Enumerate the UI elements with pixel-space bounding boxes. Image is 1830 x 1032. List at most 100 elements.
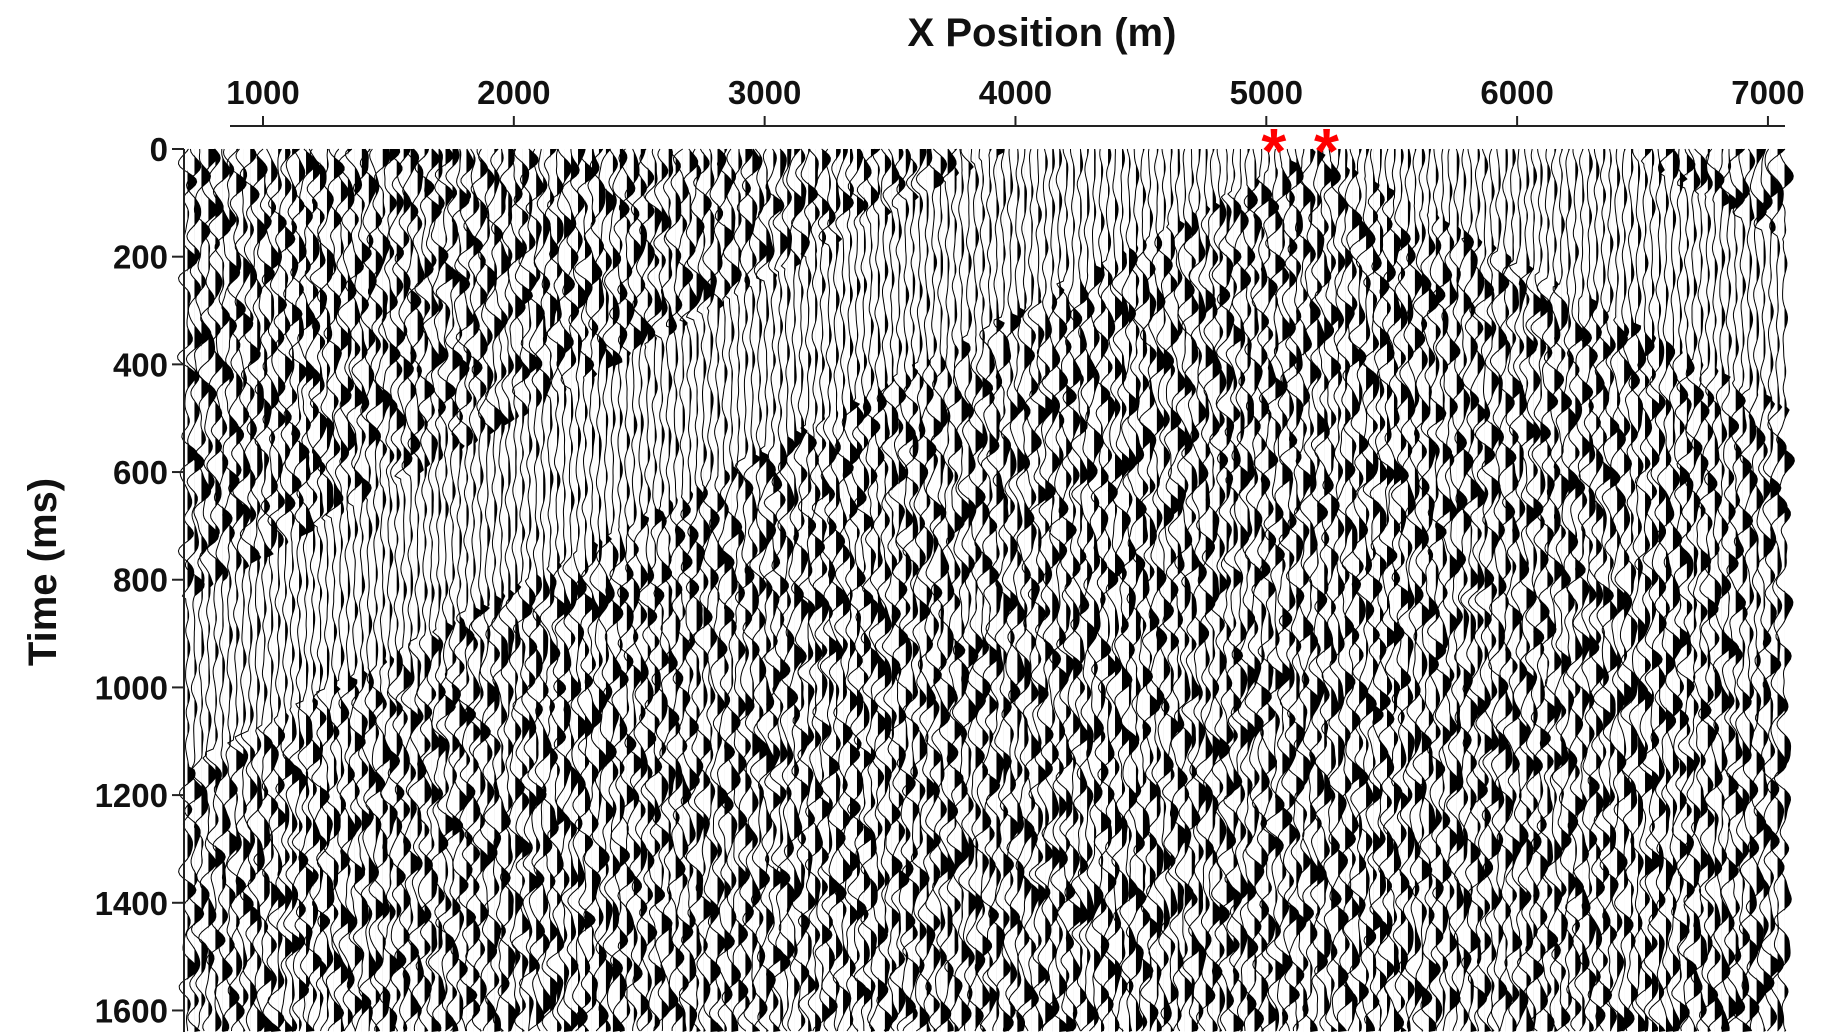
trace	[1216, 148, 1237, 1032]
trace	[783, 148, 805, 1032]
trace	[1139, 148, 1161, 1032]
trace-fill	[975, 149, 986, 1032]
trace-fill	[564, 149, 575, 1032]
trace	[762, 148, 784, 1032]
trace	[288, 148, 310, 1032]
trace	[539, 148, 561, 1032]
trace	[992, 148, 1014, 1032]
trace-fill	[898, 149, 909, 1032]
y-tick-label: 1400	[95, 885, 168, 922]
trace-fill	[926, 149, 937, 1032]
trace-fill	[745, 149, 754, 1032]
trace-fill	[654, 149, 665, 1032]
trace-fill	[1477, 149, 1488, 1032]
trace-fill	[333, 149, 345, 1032]
trace-fill	[543, 149, 553, 1032]
trace	[1369, 148, 1391, 1032]
trace-fill	[326, 149, 335, 1032]
trace-fill	[571, 149, 581, 1032]
trace-fill	[1366, 149, 1377, 1032]
trace-fill	[717, 149, 728, 1032]
trace-fill	[954, 149, 965, 1032]
y-axis-label: Time (ms)	[21, 478, 65, 666]
trace	[881, 148, 903, 1032]
trace	[532, 148, 553, 1032]
trace	[797, 148, 819, 1032]
trace-fill	[522, 149, 533, 1032]
x-tick-label: 5000	[1230, 74, 1303, 111]
trace-fill	[1226, 149, 1236, 1032]
trace-fill	[1115, 149, 1125, 1032]
trace-fill	[1484, 149, 1495, 1032]
trace	[701, 148, 722, 1032]
trace-fill	[215, 149, 226, 1032]
trace-fill	[1749, 149, 1759, 1032]
trace-fill	[675, 149, 686, 1032]
trace	[937, 148, 959, 1032]
trace-fill	[605, 149, 617, 1032]
trace	[811, 148, 833, 1032]
trace	[1055, 148, 1077, 1032]
trace-fill	[473, 149, 483, 1032]
trace	[497, 148, 517, 1032]
trace-fill	[550, 149, 560, 1032]
trace-fill	[1233, 149, 1244, 1032]
trace	[1726, 148, 1747, 1032]
trace	[1362, 148, 1384, 1032]
trace-fill	[1240, 149, 1251, 1032]
trace	[1236, 148, 1259, 1032]
trace-fill	[1777, 149, 1788, 1032]
trace	[1683, 148, 1705, 1032]
trace	[672, 148, 694, 1032]
trace	[511, 148, 534, 1032]
trace	[177, 148, 198, 1032]
trace	[434, 148, 457, 1032]
trace	[414, 148, 435, 1032]
trace-fill	[1247, 149, 1258, 1032]
y-tick-label: 800	[113, 562, 168, 599]
x-tick-label: 4000	[979, 74, 1052, 111]
trace	[1336, 148, 1357, 1032]
trace	[957, 149, 979, 1032]
trace	[999, 148, 1022, 1032]
trace	[546, 148, 568, 1032]
trace-fill	[982, 149, 993, 1032]
trace	[930, 148, 952, 1032]
trace-fill	[1707, 149, 1719, 1032]
trace	[379, 148, 401, 1032]
x-tick-label: 3000	[728, 74, 801, 111]
trace	[1773, 148, 1795, 1032]
trace	[1571, 148, 1594, 1032]
trace-fill	[557, 149, 567, 1032]
trace	[1278, 148, 1300, 1032]
y-tick-label: 1200	[95, 777, 168, 814]
trace-fill	[285, 149, 295, 1032]
trace-fill	[731, 149, 742, 1032]
trace-fill	[1359, 149, 1369, 1032]
trace	[1251, 148, 1273, 1032]
trace	[1467, 148, 1488, 1032]
trace	[260, 148, 282, 1032]
trace-fill	[1282, 149, 1293, 1032]
trace	[1355, 148, 1377, 1032]
trace	[1578, 148, 1600, 1032]
trace-fill	[1784, 149, 1795, 1032]
trace	[1720, 149, 1740, 1032]
trace	[1671, 148, 1691, 1032]
trace-fill	[1624, 149, 1635, 1032]
trace	[860, 148, 881, 1032]
trace	[1376, 148, 1398, 1032]
trace-fill	[989, 149, 1000, 1032]
trace	[1676, 148, 1698, 1032]
trace-fill	[1603, 149, 1614, 1032]
trace-fill	[585, 149, 596, 1032]
trace	[827, 149, 847, 1032]
trace	[1753, 148, 1775, 1032]
trace-fill	[278, 149, 287, 1032]
trace	[1243, 148, 1265, 1032]
trace	[1587, 148, 1606, 1032]
trace	[1592, 148, 1614, 1032]
trace-fill	[1380, 149, 1391, 1032]
trace	[400, 148, 422, 1032]
